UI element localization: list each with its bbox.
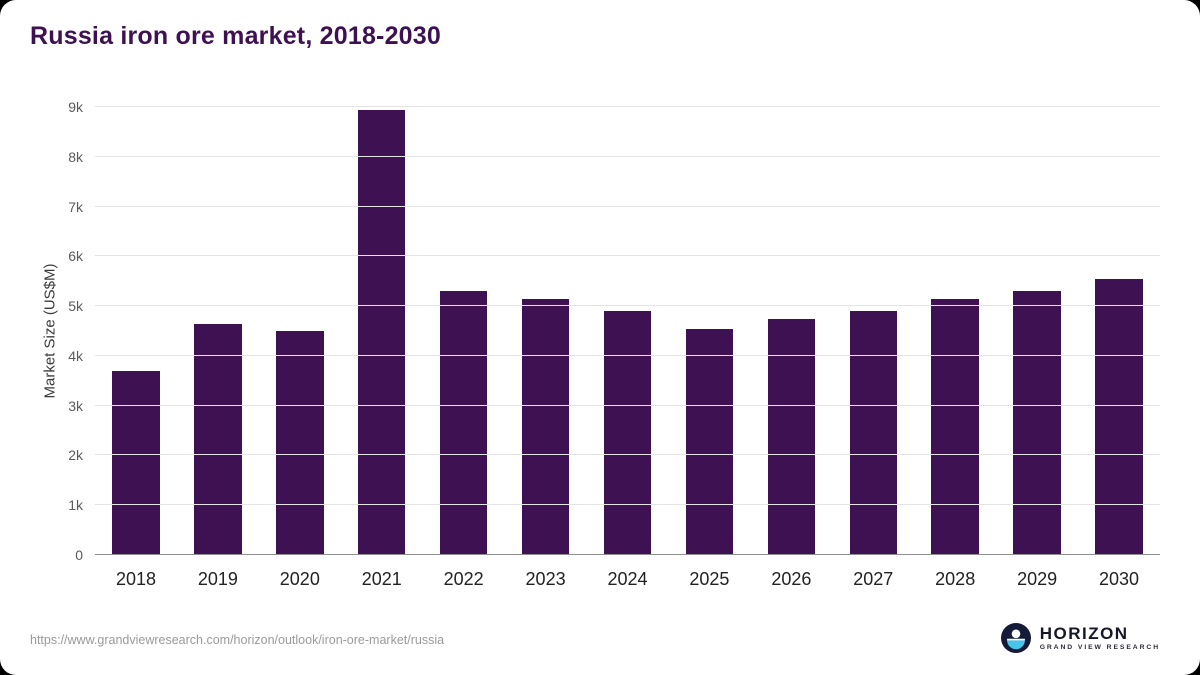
bar-slot: [668, 107, 750, 555]
bar-slot: [587, 107, 669, 555]
bar-2022: [439, 291, 488, 555]
x-tick-label: 2021: [361, 569, 402, 589]
bar-slot: [750, 107, 832, 555]
horizon-logo: HORIZON GRAND VIEW RESEARCH: [1000, 623, 1160, 653]
y-tick-label: 7k: [68, 198, 83, 215]
y-axis-title: Market Size (US$M): [41, 263, 59, 399]
x-tick-label: 2020: [279, 569, 320, 589]
bar-2024: [603, 311, 652, 555]
bar-slot: [914, 107, 996, 555]
y-tick-label: 2k: [68, 447, 83, 464]
y-tick-label: 4k: [68, 347, 83, 364]
bar-2028: [931, 298, 979, 555]
bar-2020: [276, 331, 324, 555]
bar-slot: [1078, 107, 1160, 555]
x-tick-label: 2019: [197, 569, 238, 589]
gridline: [95, 205, 1160, 207]
bar-slot: [423, 107, 505, 555]
source-url: https://www.grandviewresearch.com/horizo…: [30, 633, 445, 647]
chart-title: Russia iron ore market, 2018-2030: [30, 22, 441, 50]
y-tick-label: 9k: [68, 99, 83, 115]
x-tick-label: 2029: [1017, 569, 1058, 589]
bar-2021: [357, 109, 406, 555]
x-tick-label: 2028: [935, 569, 976, 589]
y-tick-label: 5k: [68, 298, 83, 315]
x-axis-labels: 2018 2019 2020 2021 2022 2023 2024 2025 2026 2027…: [95, 569, 1160, 590]
bar-2029: [1013, 291, 1061, 555]
gridline: [95, 155, 1160, 157]
x-tick-label: 2018: [115, 569, 156, 589]
bar-2027: [849, 311, 897, 555]
horizon-logo-icon: [1000, 623, 1031, 653]
bars-container: [95, 107, 1160, 555]
gridline: [95, 354, 1160, 356]
bar-slot: [505, 107, 587, 555]
bar-2026: [767, 318, 816, 555]
y-tick-label: 8k: [68, 148, 83, 165]
y-tick-label: 1k: [68, 497, 83, 514]
bar-2030: [1095, 278, 1143, 555]
bar-slot: [259, 107, 341, 555]
plot-area: 0 1k 2k 3k 4k 5k 6k 7k 8k 9k: [68, 99, 1160, 563]
y-tick-label: 6k: [68, 248, 83, 265]
bar-2025: [685, 328, 734, 555]
gridline: [95, 454, 1160, 456]
y-axis-title-wrap: Market Size (US$M): [40, 107, 60, 555]
bar-slot: [95, 107, 177, 555]
gridline: [95, 504, 1160, 506]
bar-slot: [832, 107, 914, 555]
bar-slot: [177, 107, 259, 555]
x-tick-label: 2024: [607, 569, 648, 589]
bar-2023: [521, 298, 570, 555]
y-tick-label: 3k: [68, 397, 83, 414]
gridline: [95, 106, 1160, 107]
bar-2019: [194, 323, 242, 555]
gridline: [95, 404, 1160, 406]
x-tick-label: 2026: [771, 569, 812, 589]
logo-subtitle: GRAND VIEW RESEARCH: [1039, 644, 1160, 652]
bar-slot: [996, 107, 1078, 555]
x-tick-label: 2023: [525, 569, 566, 589]
x-tick-label: 2030: [1099, 569, 1140, 589]
logo-text: HORIZON GRAND VIEW RESEARCH: [1039, 623, 1160, 652]
logo-title: HORIZON: [1039, 623, 1129, 643]
bar-slot: [341, 107, 423, 555]
x-tick-label: 2027: [853, 569, 894, 589]
bar-chart: Market Size (US$M) 0 1k 2k 3k 4k 5k 6k 7k 8k 9k 2…: [30, 99, 1160, 589]
x-tick-label: 2025: [689, 569, 730, 589]
x-axis-line: [95, 554, 1160, 555]
bar-2018: [112, 370, 160, 555]
x-tick-label: 2022: [443, 569, 484, 589]
gridline: [95, 305, 1160, 307]
gridline: [95, 255, 1160, 257]
y-tick-label: 0: [75, 547, 83, 563]
